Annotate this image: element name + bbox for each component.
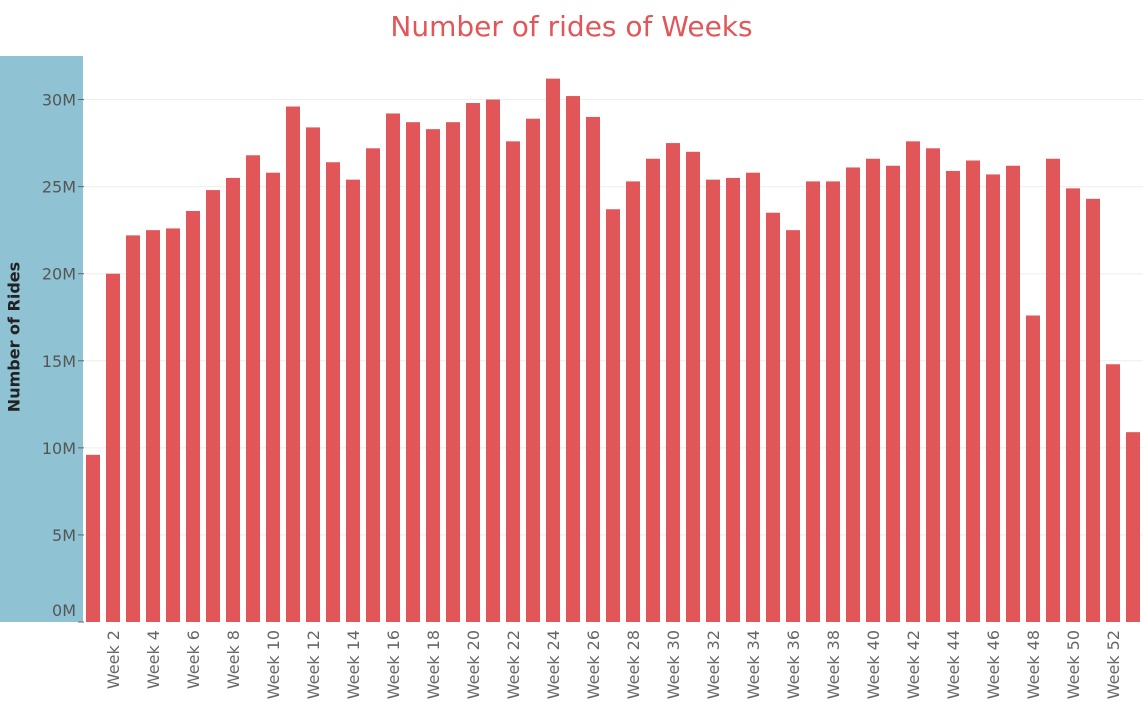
x-axis-ticks: Week 2 Week 4 Week 6 Week 8 Week 10 Week 12 We…: [104, 630, 1123, 699]
x-tick-label: Week 10: [264, 630, 283, 699]
y-tick-label: 5M: [52, 526, 76, 545]
x-tick-label: Week 40: [864, 630, 883, 699]
bar: [346, 179, 360, 622]
x-tick-label: Week 30: [664, 630, 683, 699]
x-tick-label: Week 48: [1024, 630, 1043, 699]
bar: [86, 454, 100, 622]
bar: [246, 155, 260, 622]
bar: [286, 106, 300, 622]
bar: [166, 228, 180, 623]
bar: [626, 181, 640, 623]
bar: [766, 212, 780, 622]
bar: [786, 230, 800, 622]
x-tick-label: Week 14: [344, 630, 363, 699]
x-tick-label: Week 22: [504, 630, 523, 699]
x-tick-label: Week 28: [624, 630, 643, 699]
x-tick-label: Week 46: [984, 630, 1003, 699]
y-tick-label: 30M: [42, 91, 76, 110]
bar: [326, 162, 340, 623]
bar: [1006, 165, 1020, 622]
x-tick-label: Week 36: [784, 630, 803, 699]
bar: [1086, 198, 1100, 622]
x-tick-label: Week 34: [744, 630, 763, 699]
y-tick-label: 25M: [42, 178, 76, 197]
bar: [526, 118, 540, 623]
y-axis-ticks: 0M 5M 10M 15M 20M 25M 30M: [42, 91, 84, 623]
bar: [486, 99, 500, 623]
bar: [226, 177, 240, 622]
bar: [1126, 432, 1140, 622]
y-tick-label: 20M: [42, 265, 76, 284]
bar: [506, 141, 520, 622]
x-tick-label: Week 38: [824, 630, 843, 699]
x-tick-label: Week 12: [304, 630, 323, 699]
bar: [546, 78, 560, 622]
x-tick-label: Week 52: [1104, 630, 1123, 699]
bar: [646, 158, 660, 622]
x-tick-label: Week 26: [584, 630, 603, 699]
x-tick-label: Week 16: [384, 630, 403, 699]
bar: [106, 273, 120, 622]
bar: [806, 181, 820, 623]
bar: [946, 170, 960, 623]
x-tick-label: Week 4: [144, 630, 163, 689]
bar: [466, 103, 480, 622]
bar: [926, 148, 940, 622]
x-tick-label: Week 50: [1064, 630, 1083, 699]
bar: [266, 172, 280, 622]
chart-title: Number of rides of Weeks: [390, 10, 753, 43]
bars: [86, 78, 1140, 623]
y-tick-label: 0M: [52, 601, 76, 620]
bar: [1066, 188, 1080, 622]
bar: [386, 113, 400, 623]
bar: [666, 143, 680, 623]
x-tick-label: Week 24: [544, 630, 563, 699]
x-tick-label: Week 2: [104, 630, 123, 689]
bar: [906, 141, 920, 622]
x-tick-label: Week 20: [464, 630, 483, 699]
x-tick-label: Week 32: [704, 630, 723, 699]
bar: [966, 160, 980, 622]
bar: [306, 127, 320, 622]
y-tick-label: 15M: [42, 352, 76, 371]
y-axis-panel: [0, 56, 83, 622]
bar: [566, 96, 580, 623]
x-tick-label: Week 44: [944, 630, 963, 699]
x-tick-label: Week 6: [184, 630, 203, 689]
x-tick-label: Week 18: [424, 630, 443, 699]
bar: [1026, 315, 1040, 622]
bar: [866, 158, 880, 622]
bar: [846, 167, 860, 622]
bar: [586, 116, 600, 622]
bar: [186, 210, 200, 622]
bar: [366, 148, 380, 622]
bar: [446, 122, 460, 622]
bar: [686, 151, 700, 623]
bar: [146, 230, 160, 622]
x-tick-label: Week 42: [904, 630, 923, 699]
bar: [706, 179, 720, 622]
bar: [406, 122, 420, 622]
bar: [606, 209, 620, 623]
bar: [726, 177, 740, 622]
bar: [206, 190, 220, 623]
bar: [746, 172, 760, 622]
x-tick-label: Week 8: [224, 630, 243, 689]
bar: [426, 129, 440, 622]
bar: [986, 174, 1000, 622]
bar: [126, 235, 140, 622]
bar: [826, 181, 840, 623]
bar: [1106, 364, 1120, 622]
y-tick-label: 10M: [42, 439, 76, 458]
bar: [1046, 158, 1060, 622]
bar: [886, 165, 900, 622]
